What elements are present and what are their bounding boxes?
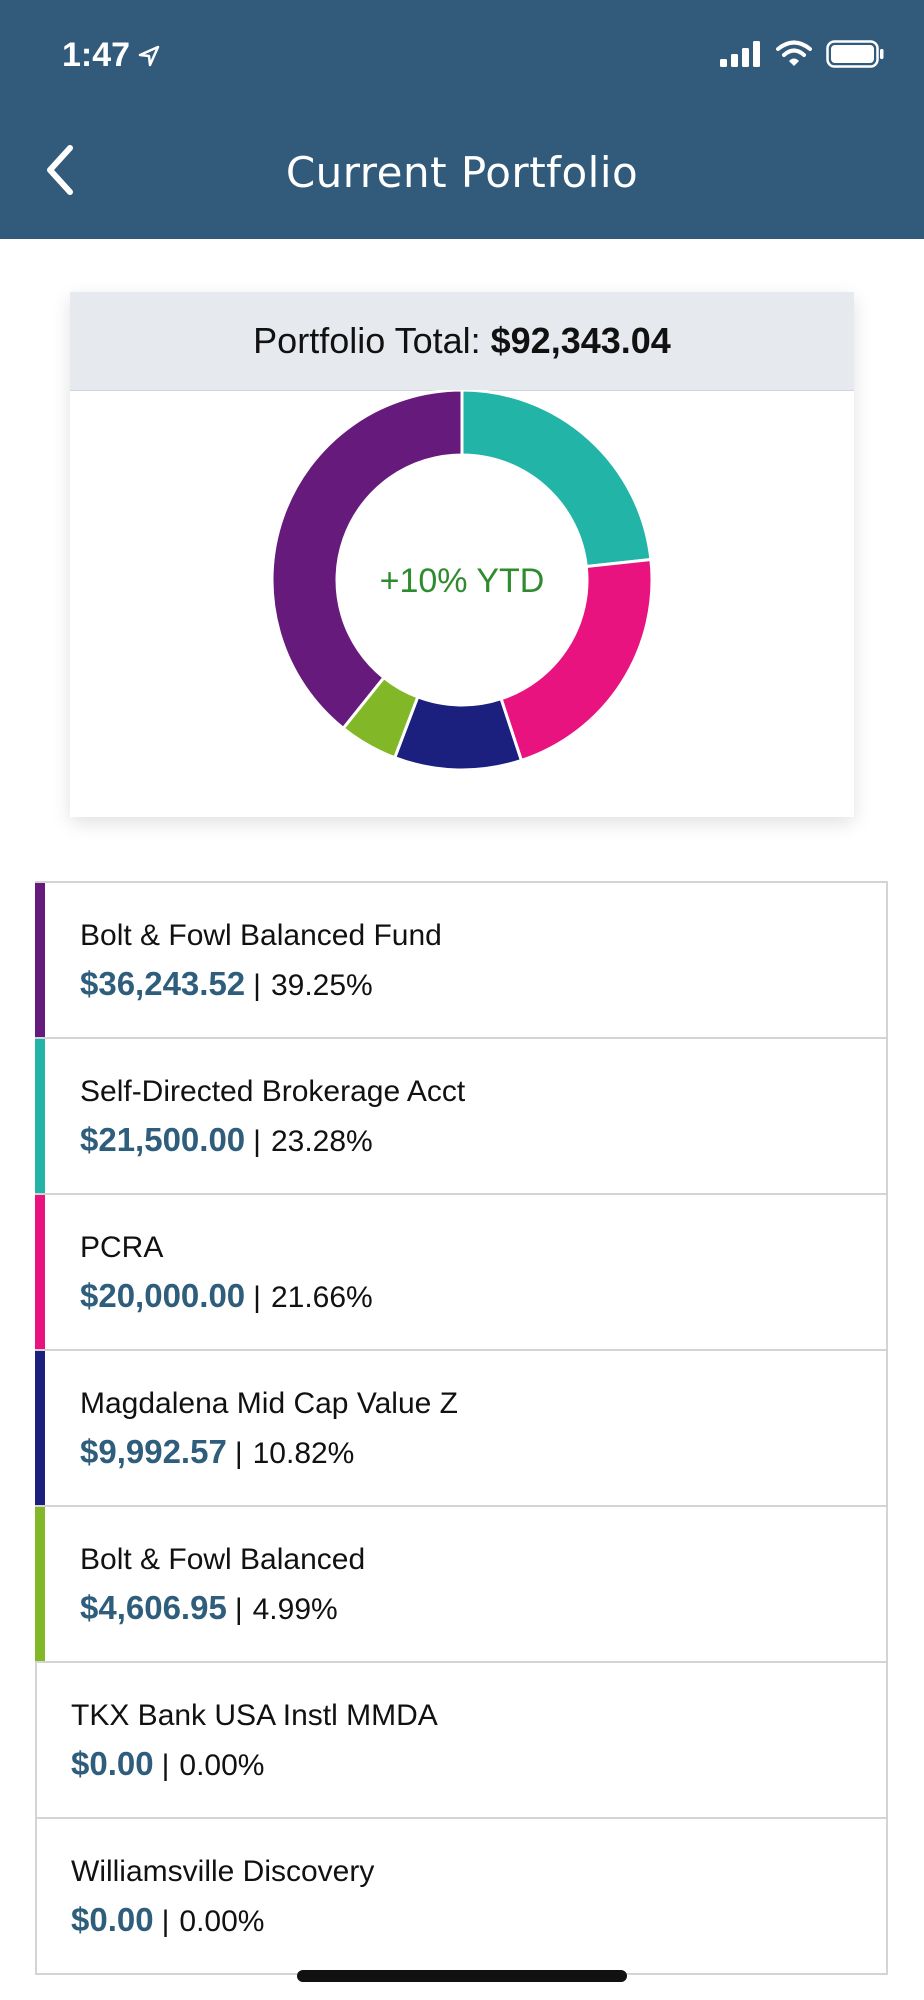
holding-values: $36,243.52 | 39.25%: [80, 965, 373, 1003]
cellular-signal-icon: [720, 41, 760, 67]
holding-name: TKX Bank USA Instl MMDA: [71, 1699, 438, 1732]
holding-values: $21,500.00 | 23.28%: [80, 1121, 373, 1159]
holding-color-bar: [35, 1351, 45, 1505]
holding-percent: 0.00%: [179, 1749, 265, 1782]
ytd-performance: +10% YTD: [379, 562, 545, 600]
holding-percent: 10.82%: [252, 1437, 355, 1470]
holding-row[interactable]: PCRA $20,000.00 | 21.66%: [35, 1195, 888, 1351]
holding-values: $4,606.95 | 4.99%: [80, 1589, 338, 1627]
holding-separator: |: [253, 1281, 261, 1314]
holding-name: Bolt & Fowl Balanced: [80, 1543, 366, 1576]
holding-separator: |: [234, 1593, 243, 1626]
status-time: 1:47: [62, 36, 160, 75]
donut-svg: [270, 390, 654, 772]
holding-values: $0.00 | 0.00%: [71, 1901, 264, 1939]
home-indicator: [297, 1970, 627, 1982]
portfolio-total-header: Portfolio Total: $92,343.04: [70, 292, 854, 391]
holding-values: $20,000.00 | 21.66%: [80, 1277, 373, 1315]
holding-row[interactable]: Self-Directed Brokerage Acct $21,500.00 | 2…: [35, 1039, 888, 1195]
holding-amount: $20,000.00: [80, 1277, 246, 1314]
holding-row[interactable]: Bolt & Fowl Balanced $4,606.95 | 4.99%: [35, 1507, 888, 1663]
battery-icon: [826, 40, 884, 68]
holding-separator: |: [253, 1125, 261, 1158]
holding-separator: |: [161, 1905, 170, 1938]
page-title: Current Portfolio: [285, 148, 639, 197]
holding-name: PCRA: [80, 1231, 164, 1264]
holding-name: Self-Directed Brokerage Acct: [80, 1075, 466, 1108]
holding-amount: $9,992.57: [80, 1433, 227, 1470]
portfolio-summary-card: Portfolio Total: $92,343.04 +10% YTD: [70, 292, 854, 817]
holding-separator: |: [161, 1749, 170, 1782]
holding-amount: $36,243.52: [80, 965, 246, 1002]
holding-color-bar: [35, 1507, 45, 1661]
holding-percent: 39.25%: [270, 969, 373, 1002]
holding-name: Bolt & Fowl Balanced Fund: [80, 919, 442, 952]
holding-amount: $4,606.95: [80, 1589, 227, 1626]
back-button[interactable]: [40, 140, 84, 200]
holding-separator: |: [253, 969, 261, 1002]
holding-name: Magdalena Mid Cap Value Z: [80, 1387, 458, 1420]
donut-slice: [460, 390, 653, 569]
holding-row[interactable]: TKX Bank USA Instl MMDA $0.00 | 0.00%: [35, 1663, 888, 1819]
chevron-left-icon: [47, 145, 73, 195]
status-icons: [720, 40, 884, 68]
holding-percent: 4.99%: [252, 1593, 338, 1626]
app-header: 1:47 Current Portfolio: [0, 0, 924, 239]
location-arrow-icon: [138, 45, 160, 66]
holding-amount: $21,500.00: [80, 1121, 246, 1158]
holding-percent: 23.28%: [270, 1125, 373, 1158]
holdings-list: Bolt & Fowl Balanced Fund $36,243.52 | 39.2…: [35, 881, 888, 1975]
allocation-donut-chart: +10% YTD: [70, 390, 854, 817]
portfolio-total-value: $92,343.04: [490, 320, 671, 361]
status-time-text: 1:47: [62, 36, 131, 74]
holding-percent: 21.66%: [270, 1281, 373, 1314]
holding-color-bar: [35, 1039, 45, 1193]
holding-row[interactable]: Bolt & Fowl Balanced Fund $36,243.52 | 39.2…: [35, 883, 888, 1039]
holding-color-bar: [35, 1195, 45, 1349]
holding-row[interactable]: Magdalena Mid Cap Value Z $9,992.57 | 10.82…: [35, 1351, 888, 1507]
holding-amount: $0.00: [71, 1745, 154, 1782]
holding-amount: $0.00: [71, 1901, 154, 1938]
holding-color-bar: [35, 883, 45, 1037]
holding-name: Williamsville Discovery: [71, 1855, 375, 1888]
holding-percent: 0.00%: [179, 1905, 265, 1938]
holding-values: $9,992.57 | 10.82%: [80, 1433, 354, 1471]
holding-separator: |: [234, 1437, 243, 1470]
donut-slice: [270, 390, 464, 731]
holding-row[interactable]: Williamsville Discovery $0.00 | 0.00%: [35, 1819, 888, 1975]
wifi-icon: [776, 40, 812, 66]
portfolio-total-label: Portfolio Total:: [253, 320, 481, 361]
holding-values: $0.00 | 0.00%: [71, 1745, 264, 1783]
